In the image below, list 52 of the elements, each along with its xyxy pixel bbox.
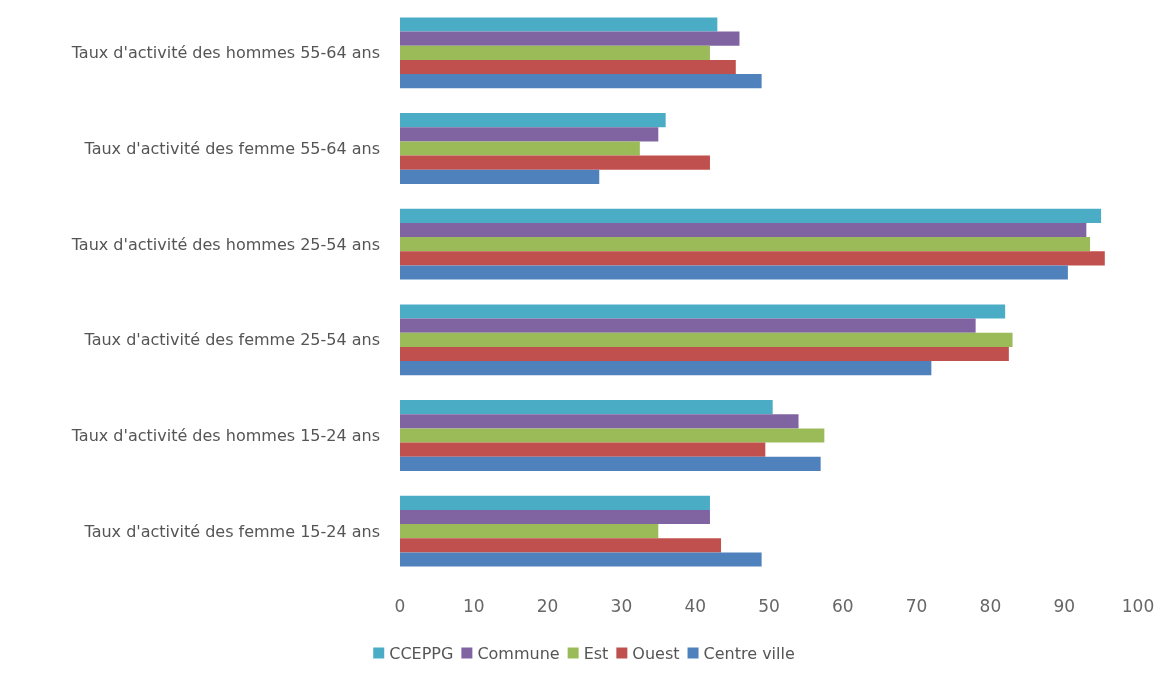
bar	[400, 265, 1068, 280]
bar	[400, 346, 1009, 362]
bar	[400, 332, 1013, 347]
bar	[400, 428, 825, 443]
x-tick-label: 90	[1053, 595, 1076, 616]
bar	[400, 400, 773, 415]
bar	[400, 414, 799, 429]
y-tick-label: Taux d'activité des hommes 25-54 ans	[70, 234, 380, 254]
x-tick-label: 30	[610, 595, 633, 616]
legend-label: Ouest	[632, 643, 680, 663]
bar	[400, 169, 600, 184]
bar	[400, 31, 740, 46]
y-tick-label: Taux d'activité des femme 15-24 ans	[83, 521, 380, 541]
legend-label: Centre ville	[703, 643, 795, 663]
x-tick-label: 20	[536, 595, 559, 616]
bar	[400, 74, 762, 89]
bar	[400, 251, 1105, 266]
bar	[400, 141, 640, 156]
bar	[400, 361, 932, 376]
bar	[400, 456, 821, 471]
x-tick-label: 50	[758, 595, 780, 616]
legend-label: Commune	[477, 643, 560, 663]
bar	[400, 495, 710, 510]
y-tick-label: Taux d'activité des hommes 15-24 ans	[70, 426, 380, 445]
x-tick-label: 40	[684, 595, 707, 616]
bar	[400, 59, 736, 75]
bar	[400, 113, 666, 128]
x-tick-label: 10	[462, 595, 485, 616]
x-tick-label: 80	[979, 595, 1002, 616]
bar	[400, 45, 710, 60]
legend-label: CCEPPG	[389, 643, 454, 663]
bar	[400, 538, 722, 553]
x-tick-label: 0	[394, 595, 406, 616]
x-tick-label: 60	[831, 595, 854, 616]
bar	[400, 442, 766, 457]
y-tick-label: Taux d'activité des femme 55-64 ans	[83, 139, 380, 158]
bar	[400, 127, 659, 142]
bar	[400, 208, 1102, 223]
bar	[400, 552, 762, 567]
bar	[400, 155, 710, 170]
x-tick-label: 100	[1121, 595, 1155, 616]
y-tick-label: Taux d'activité des femme 25-54 ans	[83, 330, 380, 350]
bar	[400, 237, 1091, 252]
bar	[400, 509, 710, 525]
bar	[400, 524, 659, 539]
bar	[400, 304, 1006, 319]
bar	[400, 222, 1087, 238]
bar	[400, 318, 976, 333]
legend-label: Est	[583, 643, 609, 663]
x-tick-label: 70	[905, 595, 928, 616]
y-tick-label: Taux d'activité des hommes 55-64 ans	[70, 43, 380, 63]
bar	[400, 17, 718, 32]
